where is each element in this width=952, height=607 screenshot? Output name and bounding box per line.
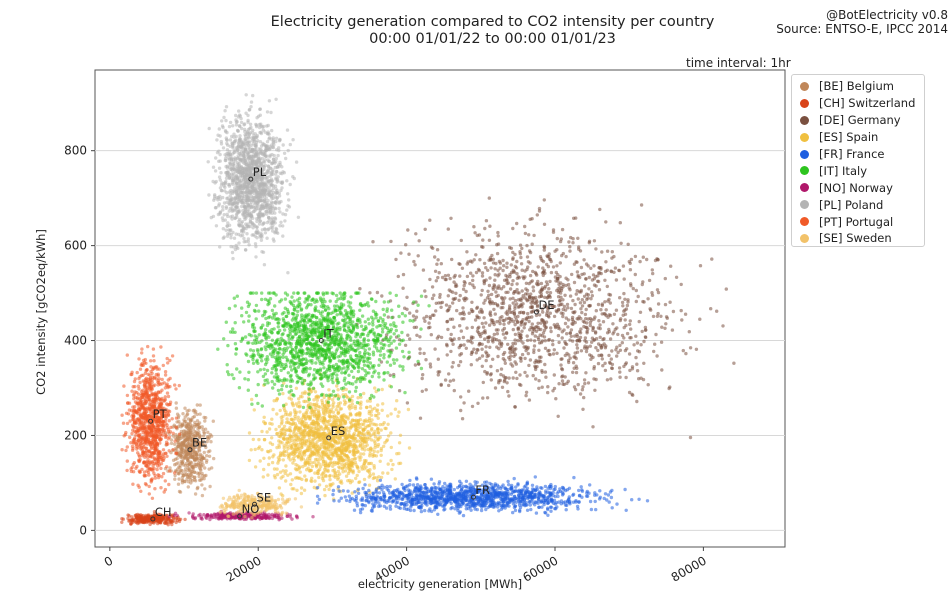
time-interval-note: time interval: 1hr [686, 56, 791, 70]
legend-label: [SE] Sweden [819, 231, 892, 246]
legend-item-ch: [CH] Switzerland [800, 95, 924, 112]
legend-item-es: [ES] Spain [800, 129, 924, 146]
legend-marker [800, 233, 809, 243]
legend-marker [800, 217, 809, 227]
legend-label: [BE] Belgium [819, 79, 894, 94]
centroid-marker-es [326, 435, 332, 441]
chart-title: Electricity generation compared to CO2 i… [200, 14, 785, 48]
legend-item-pt: [PT] Portugal [800, 213, 924, 230]
legend-item-no: [NO] Norway [800, 179, 924, 196]
centroid-marker-pl [248, 176, 254, 182]
legend-item-pl: [PL] Poland [800, 196, 924, 213]
centroid-marker-it [318, 338, 324, 344]
legend-marker [800, 98, 809, 108]
series-se [218, 488, 304, 520]
source-text: Source: ENTSO-E, IPCC 2014 [776, 22, 948, 36]
centroid-marker-de [533, 309, 539, 315]
centroid-label-be: BE [192, 436, 207, 450]
x-tick-label: 20000 [224, 553, 264, 584]
y-tick-label: 200 [64, 428, 87, 442]
centroid-marker-fr [470, 494, 476, 500]
centroid-marker-no [237, 513, 243, 519]
series-it [216, 291, 431, 410]
centroid-label-no: NO [242, 502, 260, 516]
x-tick-label: 0 [102, 553, 116, 569]
legend-label: [FR] France [819, 147, 885, 161]
legend-item-be: [BE] Belgium [800, 78, 924, 95]
centroid-label-pt: PT [153, 407, 168, 421]
legend-label: [PT] Portugal [819, 214, 894, 229]
centroid-label-pl: PL [253, 165, 267, 179]
series-pl [206, 93, 301, 275]
legend-marker [800, 166, 809, 176]
y-axis-label: CO2 intensity [gCO2eq/kWh] [34, 229, 48, 395]
y-tick-label: 0 [79, 523, 87, 537]
legend-item-se: [SE] Sweden [800, 230, 924, 247]
legend-label: [IT] Italy [819, 163, 867, 178]
centroid-marker-ch [150, 516, 156, 522]
series-pt [120, 344, 182, 500]
legend-marker [800, 149, 809, 159]
legend-label: [NO] Norway [819, 180, 893, 195]
x-tick-label: 60000 [520, 553, 560, 584]
legend-item-it: [IT] Italy [800, 162, 924, 179]
legend-item-fr: [FR] France [800, 146, 924, 163]
centroid-label-de: DE [538, 298, 554, 312]
legend-label: [DE] Germany [819, 113, 901, 128]
legend-marker [800, 115, 809, 125]
y-tick-label: 800 [64, 144, 87, 158]
legend-label: [CH] Switzerland [819, 96, 916, 111]
legend-label: [PL] Poland [819, 197, 884, 212]
legend-marker [800, 183, 809, 193]
centroid-marker-se [252, 501, 258, 507]
chart-title-main: Electricity generation compared to CO2 i… [270, 14, 715, 30]
centroid-marker-be [187, 447, 193, 453]
chart-subtitle: 00:00 01/01/22 to 00:00 01/01/23 [369, 31, 616, 47]
legend-marker [800, 81, 809, 91]
legend-item-de: [DE] Germany [800, 112, 924, 129]
series-fr [315, 475, 650, 518]
centroid-label-se: SE [257, 490, 272, 504]
x-axis-label: electricity generation [MWh] [357, 577, 523, 591]
legend-label: [ES] Spain [819, 130, 879, 145]
centroid-label-it: IT [323, 327, 334, 341]
centroid-label-es: ES [331, 424, 346, 438]
x-tick-label: 80000 [669, 553, 709, 584]
credit-block: @BotElectricity v0.8 Source: ENTSO-E, IP… [776, 8, 948, 36]
series-es [247, 372, 412, 501]
legend-marker [800, 200, 809, 210]
y-tick-label: 600 [64, 239, 87, 253]
credit-text: @BotElectricity v0.8 [826, 8, 948, 22]
centroid-marker-pt [148, 418, 154, 424]
legend: [BE] Belgium [CH] Switzerland [DE] Germany… [791, 74, 925, 247]
legend-marker [800, 132, 809, 142]
series-de [355, 196, 736, 440]
centroid-label-fr: FR [475, 483, 490, 497]
centroid-label-ch: CH [155, 505, 172, 519]
y-tick-label: 400 [64, 334, 87, 348]
